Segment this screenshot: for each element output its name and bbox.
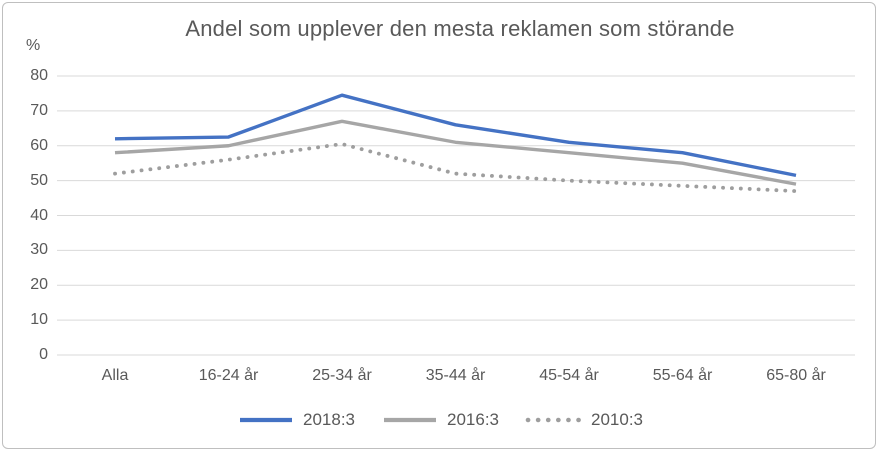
legend-label: 2016:3 <box>447 410 499 429</box>
x-axis-category-label: 65-80 år <box>766 367 826 384</box>
legend-label: 2018:3 <box>303 410 355 429</box>
legend-swatch-solid <box>240 417 292 423</box>
y-axis-tick-label: 0 <box>39 346 48 363</box>
y-axis-tick-label: 10 <box>30 311 48 329</box>
legend-label: 2010:3 <box>591 410 643 429</box>
x-axis-category-label: 16-24 år <box>198 367 259 384</box>
legend-item-2018:3: 2018:3 <box>237 410 355 430</box>
x-axis-category-label: 55-64 år <box>652 367 713 384</box>
chart-legend: 2018:3 2016:3 2010:3 <box>0 407 880 433</box>
legend-swatch-solid <box>384 417 436 423</box>
x-axis-category-label: Alla <box>101 367 129 384</box>
y-axis-tick-label: 30 <box>30 241 48 259</box>
x-axis-category-label: 25-34 år <box>312 367 372 384</box>
y-axis-tick-label: 80 <box>30 67 48 84</box>
x-axis-category-label: 45-54 år <box>539 367 599 384</box>
y-axis-tick-label: 50 <box>30 171 48 189</box>
legend-swatch-dotted <box>525 417 583 423</box>
series-line-2018:3 <box>114 93 797 178</box>
legend-item-2016:3: 2016:3 <box>381 410 499 430</box>
series-line-2016:3 <box>114 119 797 186</box>
y-axis-tick-label: 40 <box>30 206 48 224</box>
y-axis-tick-label: 70 <box>30 101 48 119</box>
y-axis-unit-label: % <box>26 37 41 54</box>
chart-title: Andel som upplever den mesta reklamen so… <box>185 16 735 41</box>
legend-item-2010:3: 2010:3 <box>525 410 643 430</box>
x-axis-category-label: 35-44 år <box>425 367 486 384</box>
series-line-2010:3 <box>113 142 798 193</box>
y-axis-tick-label: 20 <box>30 276 48 294</box>
y-axis-tick-label: 60 <box>30 136 48 154</box>
